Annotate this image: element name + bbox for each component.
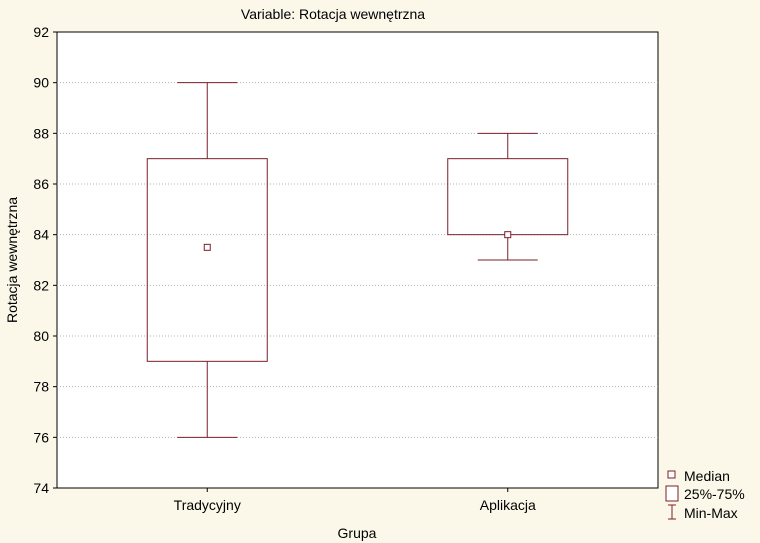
- x-axis-label: Grupa: [338, 525, 377, 541]
- box-series: [146, 82, 569, 438]
- legend-median-swatch: [667, 470, 676, 479]
- legend-median-label: Median: [684, 468, 730, 484]
- y-tick-label: 88: [33, 125, 49, 141]
- box-group-tradycyjny: [146, 82, 268, 438]
- x-tick-label: Tradycyjny: [174, 497, 241, 513]
- median-marker: [504, 231, 512, 239]
- y-tick-label: 80: [33, 328, 49, 344]
- median-marker: [203, 243, 211, 251]
- legend-whisker-swatch: [668, 504, 676, 520]
- y-tick-label: 74: [33, 480, 49, 496]
- y-tick-label: 76: [33, 429, 49, 445]
- y-tick-label: 78: [33, 379, 49, 395]
- y-axis-ticks: 74 76 78 80 82 84 86 88 90 92: [33, 24, 57, 496]
- grid-lines: [57, 82, 658, 438]
- chart-title: Variable: Rotacja wewnętrzna: [241, 6, 425, 22]
- y-axis-label: Rotacja wewnętrzna: [4, 197, 20, 323]
- plot-area: [56, 31, 659, 489]
- legend-box-label: 25%-75%: [684, 486, 745, 502]
- y-tick-label: 86: [33, 176, 49, 192]
- y-tick-label: 92: [33, 24, 49, 40]
- y-tick-label: 90: [33, 75, 49, 91]
- y-tick-label: 82: [33, 277, 49, 293]
- legend-box-swatch: [665, 485, 679, 502]
- x-tick-label: Aplikacja: [480, 497, 536, 513]
- box-group-aplikacja: [447, 132, 569, 261]
- y-tick-label: 84: [33, 227, 49, 243]
- x-axis-ticks: Tradycyjny Aplikacja: [174, 488, 536, 513]
- legend: Median 25%-75% Min-Max: [665, 468, 745, 521]
- legend-whisker-label: Min-Max: [684, 505, 738, 521]
- iqr-box: [146, 158, 268, 362]
